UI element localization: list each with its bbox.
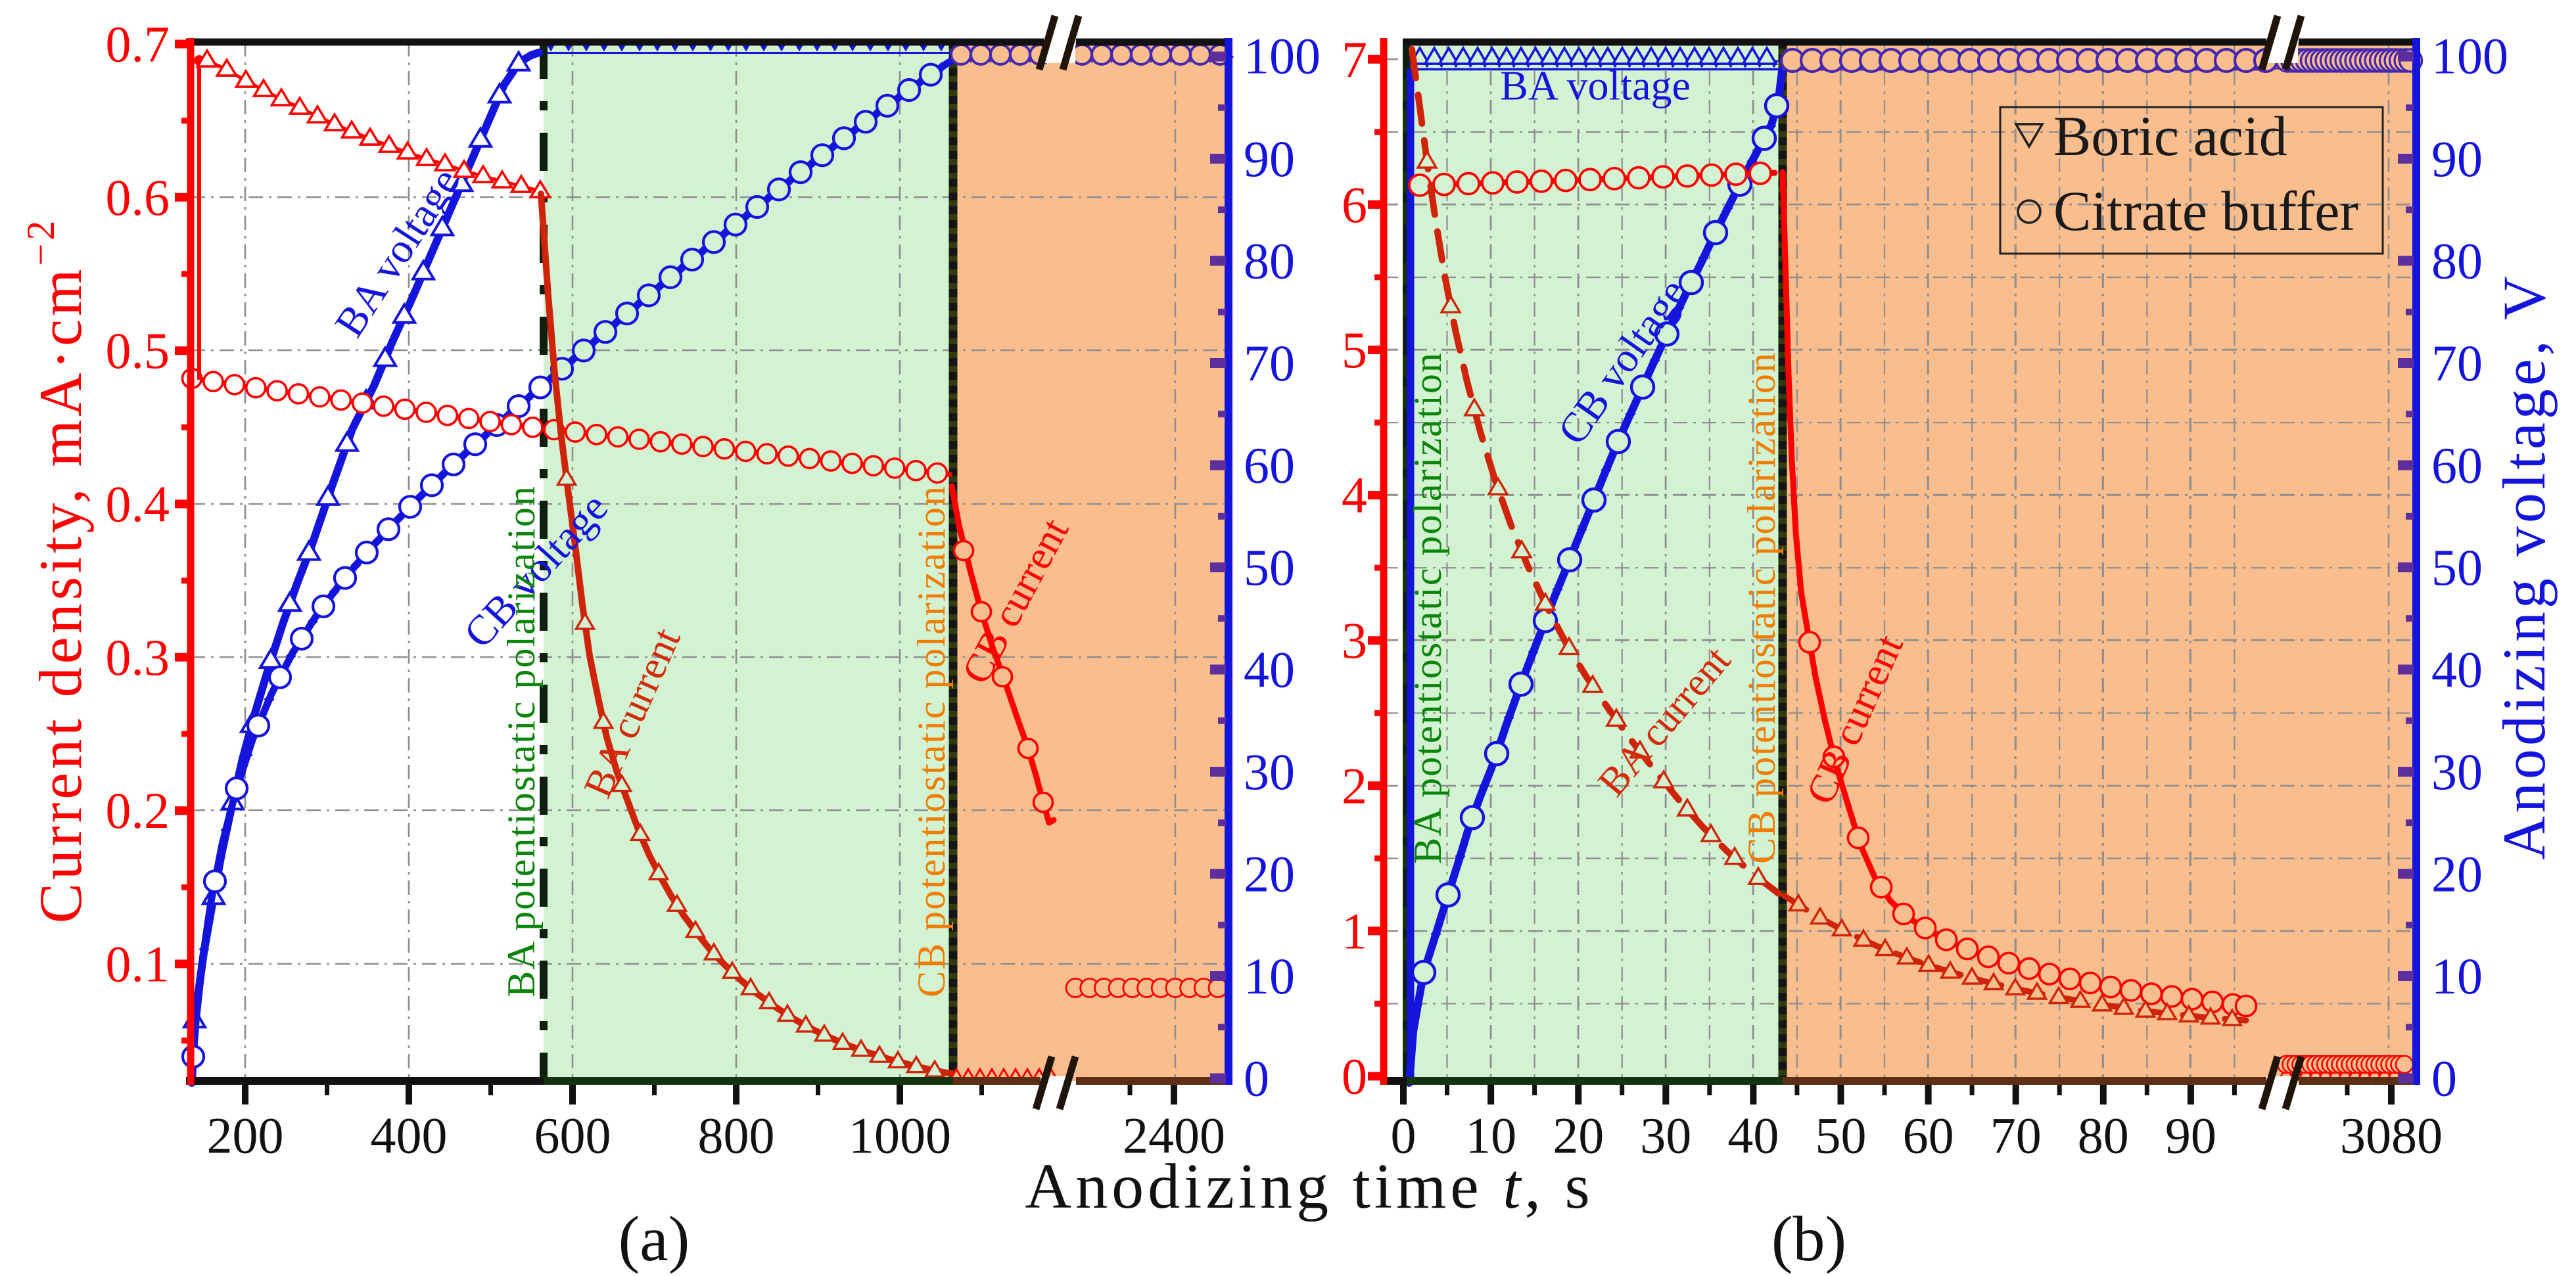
svg-text:200: 200 (207, 1107, 284, 1164)
svg-text:800: 800 (698, 1107, 775, 1164)
svg-text:90: 90 (2165, 1107, 2216, 1164)
svg-text:70: 70 (1244, 334, 1295, 392)
svg-text:50: 50 (1244, 539, 1295, 596)
svg-text:1000: 1000 (849, 1107, 951, 1164)
svg-text:Citrate buffer: Citrate buffer (2053, 179, 2358, 242)
svg-text:0.5: 0.5 (106, 322, 170, 379)
svg-text:10: 10 (1244, 947, 1295, 1005)
svg-text:600: 600 (534, 1107, 611, 1164)
svg-text:CB potentiostatic polarization: CB potentiostatic polarization (1740, 352, 1783, 864)
svg-text:Boric acid: Boric acid (2053, 104, 2287, 168)
svg-text:50: 50 (1815, 1107, 1867, 1164)
svg-text:(a): (a) (619, 1204, 690, 1275)
svg-text:2: 2 (1342, 757, 1367, 814)
svg-text:0.1: 0.1 (106, 935, 170, 992)
svg-text:3080: 3080 (2340, 1107, 2443, 1164)
svg-text:50: 50 (2431, 539, 2483, 596)
svg-text:40: 40 (1244, 641, 1295, 698)
svg-text:80: 80 (1244, 233, 1295, 290)
svg-text:40: 40 (1727, 1107, 1779, 1164)
svg-text:0: 0 (1391, 1107, 1417, 1164)
svg-text:BA voltage: BA voltage (1500, 62, 1691, 109)
svg-text:BA potentiostatic polarization: BA potentiostatic polarization (1406, 352, 1449, 864)
svg-text:BA potentiostatic polarization: BA potentiostatic polarization (500, 485, 543, 997)
svg-text:400: 400 (371, 1107, 448, 1164)
svg-text:4: 4 (1342, 467, 1367, 524)
svg-text:Anodizing voltage, V: Anodizing voltage, V (2491, 273, 2558, 860)
svg-text:20: 20 (1553, 1107, 1604, 1164)
svg-text:20: 20 (2431, 846, 2483, 903)
svg-text:3: 3 (1342, 612, 1367, 669)
svg-text:0: 0 (2431, 1050, 2457, 1107)
svg-text:30: 30 (1640, 1107, 1691, 1164)
svg-text:80: 80 (2078, 1107, 2129, 1164)
svg-text:90: 90 (2431, 130, 2483, 187)
svg-text:0.4: 0.4 (106, 475, 170, 532)
svg-text:30: 30 (1244, 743, 1295, 800)
svg-text:80: 80 (2431, 233, 2483, 290)
svg-text:0: 0 (1244, 1050, 1269, 1107)
svg-text:70: 70 (2431, 334, 2483, 392)
svg-text:100: 100 (1244, 28, 1321, 85)
svg-text:CB potentiostatic polarization: CB potentiostatic polarization (910, 485, 953, 997)
svg-text:Anodizing time t, s: Anodizing time t, s (1025, 1151, 1593, 1222)
svg-text:0.3: 0.3 (106, 629, 170, 686)
svg-text:6: 6 (1342, 176, 1367, 233)
svg-text:0: 0 (1342, 1048, 1367, 1105)
svg-text:Current density, mA·cm−2: Current density, mA·cm−2 (19, 217, 94, 924)
svg-text:60: 60 (1244, 437, 1295, 494)
svg-text:0.7: 0.7 (106, 16, 170, 73)
svg-text:10: 10 (1465, 1107, 1516, 1164)
svg-text:20: 20 (1244, 846, 1295, 903)
svg-text:60: 60 (1903, 1107, 1954, 1164)
svg-text:60: 60 (2431, 437, 2483, 494)
svg-text:70: 70 (1990, 1107, 2042, 1164)
svg-text:0.2: 0.2 (106, 782, 170, 839)
svg-text:5: 5 (1342, 321, 1367, 378)
svg-text:(b): (b) (1771, 1204, 1846, 1275)
svg-text:0.6: 0.6 (106, 169, 170, 226)
svg-text:7: 7 (1342, 31, 1367, 88)
svg-text:1: 1 (1342, 902, 1367, 959)
svg-text:100: 100 (2431, 28, 2508, 85)
svg-text:10: 10 (2431, 947, 2483, 1005)
svg-text:90: 90 (1244, 130, 1295, 187)
svg-text:30: 30 (2431, 743, 2483, 800)
svg-text:2400: 2400 (1123, 1107, 1225, 1164)
svg-text:40: 40 (2431, 641, 2483, 698)
